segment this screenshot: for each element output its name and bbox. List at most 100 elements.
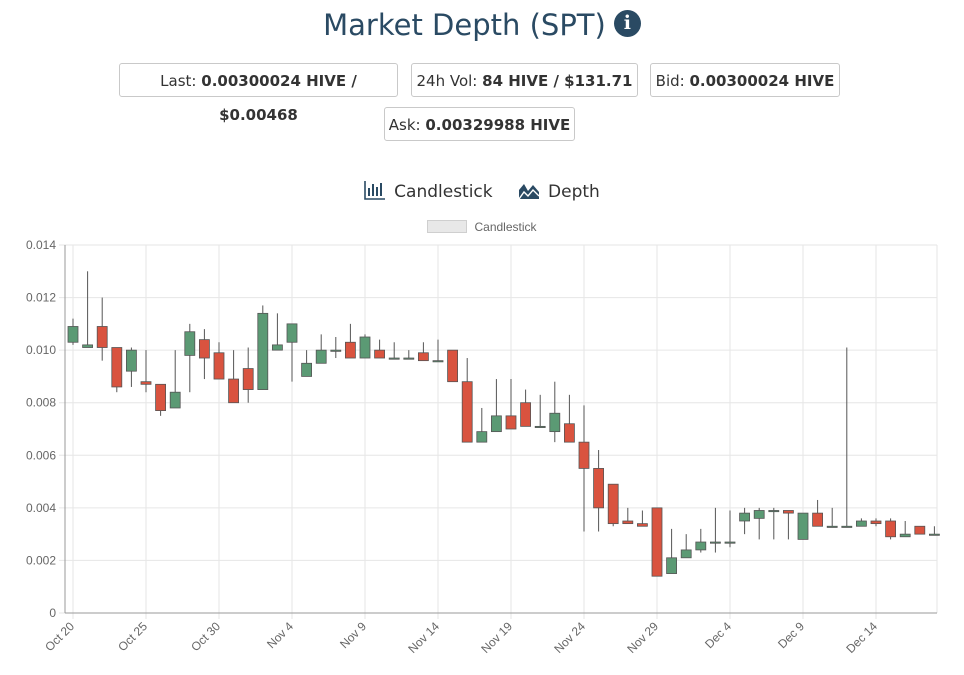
ask-value: 0.00329988 HIVE <box>425 116 571 134</box>
candle-body <box>155 383 167 412</box>
candle-body <box>812 512 823 527</box>
x-tick-label: Nov 9 <box>337 619 369 651</box>
candle-body <box>271 344 283 351</box>
x-tick-label: Oct 25 <box>115 619 150 654</box>
candle-body <box>330 349 342 352</box>
tab-depth[interactable]: Depth <box>518 180 600 202</box>
candle-body <box>753 510 765 519</box>
y-tick-label: 0 <box>49 606 56 620</box>
tab-candlestick-label: Candlestick <box>394 182 493 202</box>
candle-body <box>461 381 473 443</box>
candle-body <box>534 425 546 428</box>
candle-body <box>914 525 926 535</box>
candle-body <box>198 339 210 359</box>
candle-body <box>651 507 663 577</box>
bid-value: 0.00300024 HIVE <box>689 72 835 90</box>
x-tick-label: Dec 4 <box>702 619 734 651</box>
candle-body <box>388 357 400 360</box>
candle-body <box>140 381 152 385</box>
last-price-box: Last: 0.00300024 HIVE / $0.00468 <box>119 63 398 124</box>
volume-label: 24h Vol: <box>416 72 478 90</box>
candle-body <box>856 520 867 527</box>
candle-body <box>432 360 444 363</box>
ask-box: Ask: 0.00329988 HIVE <box>384 107 575 141</box>
candle-body <box>929 533 940 536</box>
tab-depth-label: Depth <box>548 182 600 202</box>
candle-body <box>315 349 327 364</box>
y-tick-label: 0.008 <box>26 396 56 410</box>
candle-body <box>257 312 269 390</box>
last-price-value: 0.00300024 HIVE / $0.00468 <box>201 72 357 124</box>
candle-body <box>447 349 459 383</box>
candle-body <box>870 520 882 525</box>
candle-body <box>724 541 736 544</box>
x-tick-label: Nov 24 <box>551 619 588 656</box>
x-tick-label: Dec 9 <box>775 619 807 651</box>
candle-body <box>593 468 604 509</box>
page-header: Market Depth (SPT) i <box>0 8 964 42</box>
ask-label: Ask: <box>388 116 421 134</box>
x-tick-label: Nov 29 <box>624 619 661 656</box>
candle-body <box>899 533 911 538</box>
tab-candlestick[interactable]: Candlestick <box>364 180 493 202</box>
candle-body <box>301 362 313 377</box>
last-price-label: Last: <box>160 72 197 90</box>
y-tick-label: 0.010 <box>26 343 56 357</box>
candle-body <box>564 423 575 443</box>
x-tick-label: Oct 20 <box>42 619 77 654</box>
candle-body <box>242 368 254 390</box>
candle-body <box>622 520 634 525</box>
candle-body <box>344 341 356 359</box>
candle-body <box>783 510 794 514</box>
candle-body <box>607 483 619 525</box>
candle-body <box>680 549 692 559</box>
candle-body <box>96 326 108 348</box>
candle-body <box>67 326 79 343</box>
candle-body <box>768 510 780 513</box>
x-tick-label: Nov 4 <box>264 619 296 651</box>
candle-body <box>695 541 707 551</box>
candle-body <box>213 352 225 380</box>
y-tick-label: 0.002 <box>26 553 56 567</box>
candle-body <box>841 525 853 528</box>
candle-body <box>637 523 648 527</box>
page-title: Market Depth (SPT) <box>323 8 606 42</box>
candle-body <box>126 349 137 372</box>
candle-body <box>374 349 386 359</box>
volume-box: 24h Vol: 84 HIVE / $131.71 <box>411 63 638 97</box>
candle-body <box>710 541 721 544</box>
bid-box: Bid: 0.00300024 HIVE <box>650 63 840 97</box>
chart-legend: Candlestick <box>0 220 964 234</box>
y-tick-label: 0.006 <box>26 448 56 462</box>
candle-body <box>520 402 531 427</box>
candle-body <box>549 412 561 433</box>
y-tick-label: 0.014 <box>26 238 56 252</box>
chart-type-tabs: Candlestick Depth <box>0 180 964 202</box>
candle-body <box>82 344 93 348</box>
candle-body <box>666 557 677 574</box>
x-tick-label: Dec 14 <box>843 619 880 656</box>
candle-body <box>476 431 488 443</box>
x-tick-label: Nov 19 <box>478 619 515 656</box>
legend-swatch[interactable] <box>427 220 468 233</box>
candle-body <box>505 415 517 430</box>
depth-chart-icon <box>518 184 540 200</box>
candle-body <box>169 391 181 409</box>
candle-body <box>111 347 123 388</box>
y-tick-label: 0.012 <box>26 291 56 305</box>
candle-body <box>417 352 429 362</box>
candle-body <box>228 378 240 404</box>
candle-body <box>739 512 750 522</box>
candle-body <box>578 441 590 469</box>
candle-body <box>403 357 415 360</box>
legend-label: Candlestick <box>474 220 537 234</box>
y-tick-label: 0.004 <box>26 501 56 515</box>
volume-value: 84 HIVE / $131.71 <box>482 72 633 90</box>
x-tick-label: Oct 30 <box>188 619 223 654</box>
candle-body <box>286 323 298 343</box>
candle-body <box>826 525 838 528</box>
x-tick-label: Nov 14 <box>405 619 442 656</box>
candle-body <box>184 331 196 356</box>
info-icon[interactable]: i <box>613 9 641 37</box>
